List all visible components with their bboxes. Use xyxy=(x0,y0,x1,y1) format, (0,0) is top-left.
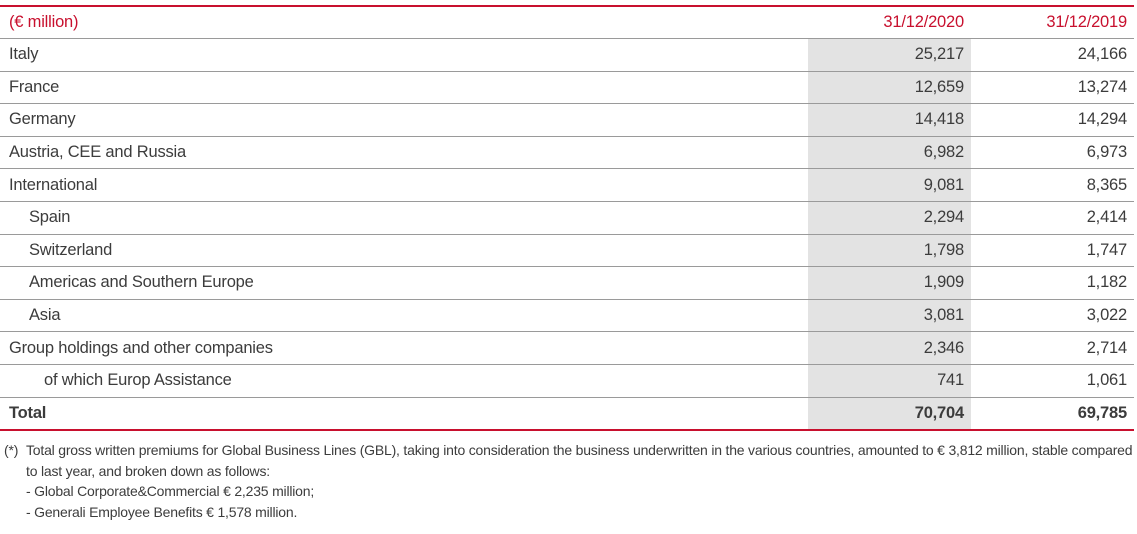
value-2019: 13,274 xyxy=(971,71,1134,105)
total-2019: 69,785 xyxy=(971,397,1134,432)
row-label: Germany xyxy=(0,103,808,137)
table-row: International 9,081 8,365 xyxy=(0,168,1134,202)
value-2020: 12,659 xyxy=(808,71,971,105)
value-2019: 24,166 xyxy=(971,38,1134,72)
row-label: Americas and Southern Europe xyxy=(0,266,808,300)
total-row: Total 70,704 69,785 xyxy=(0,397,1134,432)
value-2020: 2,346 xyxy=(808,331,971,365)
table-body: Italy 25,217 24,166 France 12,659 13,274 Germa… xyxy=(0,38,1134,432)
row-label: International xyxy=(0,168,808,202)
value-2019: 6,973 xyxy=(971,136,1134,170)
value-2020: 25,217 xyxy=(808,38,971,72)
value-2020: 9,081 xyxy=(808,168,971,202)
column-header-2020: 31/12/2020 xyxy=(808,6,971,39)
footnote-item: - Generali Employee Benefits € 1,578 mil… xyxy=(26,503,298,520)
table-row: Italy 25,217 24,166 xyxy=(0,38,1134,72)
value-2019: 14,294 xyxy=(971,103,1134,137)
value-2020: 1,909 xyxy=(808,266,971,300)
table-row: Austria, CEE and Russia 6,982 6,973 xyxy=(0,136,1134,170)
value-2020: 14,418 xyxy=(808,103,971,137)
footnote-mark: (*) xyxy=(4,442,19,458)
footnote-items: - Global Corporate&Commercial € 2,235 mi… xyxy=(4,481,1134,522)
row-label: Italy xyxy=(0,38,808,72)
value-2020: 1,798 xyxy=(808,234,971,268)
value-2020: 2,294 xyxy=(808,201,971,235)
table-row: Spain 2,294 2,414 xyxy=(0,201,1134,235)
value-2019: 1,061 xyxy=(971,364,1134,398)
table-row: Asia 3,081 3,022 xyxy=(0,299,1134,333)
premiums-table: (€ million) 31/12/2020 31/12/2019 Italy 2… xyxy=(0,5,1134,432)
table-row: France 12,659 13,274 xyxy=(0,71,1134,105)
value-2020: 3,081 xyxy=(808,299,971,333)
value-2019: 1,182 xyxy=(971,266,1134,300)
table-header-row: (€ million) 31/12/2020 31/12/2019 xyxy=(0,6,1134,39)
footnote-item: - Global Corporate&Commercial € 2,235 mi… xyxy=(26,483,315,499)
value-2019: 2,414 xyxy=(971,201,1134,235)
table-row: of which Europ Assistance 741 1,061 xyxy=(0,364,1134,398)
row-label: Austria, CEE and Russia xyxy=(0,136,808,170)
row-label: Asia xyxy=(0,299,808,333)
value-2019: 1,747 xyxy=(971,234,1134,268)
value-2019: 3,022 xyxy=(971,299,1134,333)
total-2020: 70,704 xyxy=(808,397,971,432)
row-label: France xyxy=(0,71,808,105)
row-label: Group holdings and other companies xyxy=(0,331,808,365)
value-2019: 8,365 xyxy=(971,168,1134,202)
footnote: (*) Total gross written premiums for Glo… xyxy=(4,440,1134,522)
table-row: Group holdings and other companies 2,346 2… xyxy=(0,331,1134,365)
row-label: Switzerland xyxy=(0,234,808,268)
footnote-text: Total gross written premiums for Global … xyxy=(26,442,1133,479)
row-label: Spain xyxy=(0,201,808,235)
table-row: Germany 14,418 14,294 xyxy=(0,103,1134,137)
unit-header: (€ million) xyxy=(0,6,808,39)
value-2020: 6,982 xyxy=(808,136,971,170)
value-2020: 741 xyxy=(808,364,971,398)
table-row: Switzerland 1,798 1,747 xyxy=(0,234,1134,268)
row-label: of which Europ Assistance xyxy=(0,364,808,398)
total-label: Total xyxy=(0,397,808,432)
value-2019: 2,714 xyxy=(971,331,1134,365)
column-header-2019: 31/12/2019 xyxy=(971,6,1134,39)
table-row: Americas and Southern Europe 1,909 1,182 xyxy=(0,266,1134,300)
